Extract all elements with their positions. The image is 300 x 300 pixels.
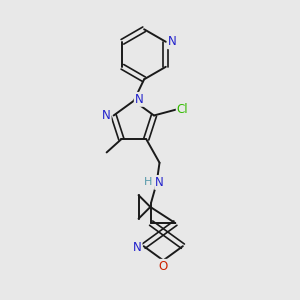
Text: N: N — [102, 109, 111, 122]
Text: O: O — [159, 260, 168, 273]
Text: N: N — [133, 241, 142, 254]
Text: Cl: Cl — [177, 103, 188, 116]
Text: H: H — [144, 178, 152, 188]
Text: N: N — [135, 93, 143, 106]
Text: N: N — [168, 35, 177, 48]
Text: N: N — [155, 176, 164, 189]
